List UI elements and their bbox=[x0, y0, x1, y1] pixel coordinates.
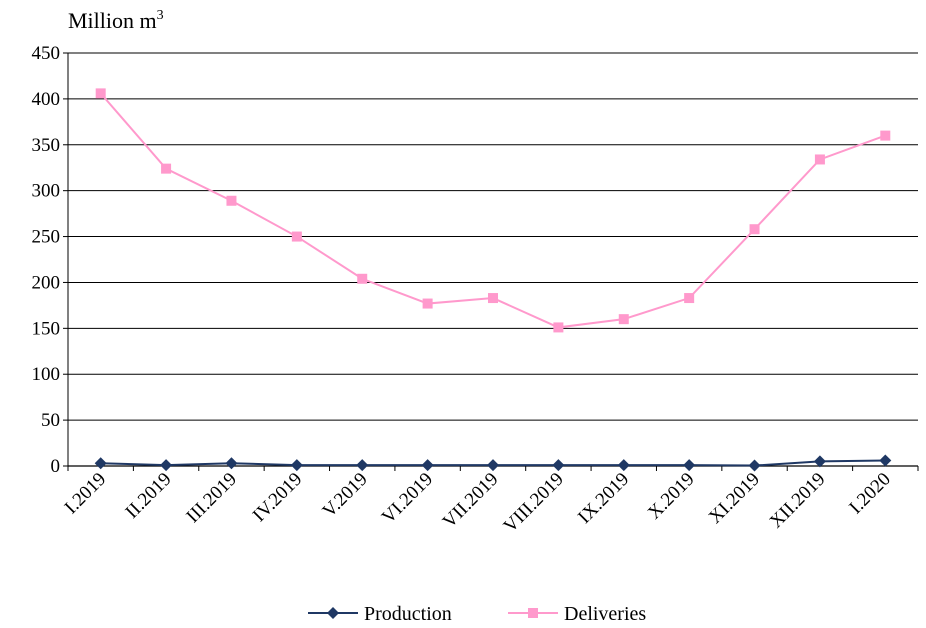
x-tick-label: III.2019 bbox=[182, 469, 241, 528]
data-point bbox=[356, 459, 369, 472]
x-tick-label: V.2019 bbox=[319, 469, 372, 522]
data-point bbox=[552, 459, 565, 472]
y-tick-label: 0 bbox=[51, 456, 61, 477]
data-point bbox=[553, 322, 564, 333]
legend-item-deliveries: Deliveries bbox=[508, 603, 646, 625]
y-tick-label: 250 bbox=[32, 227, 61, 248]
y-tick-label: 150 bbox=[32, 318, 61, 339]
data-point bbox=[880, 130, 891, 141]
data-point bbox=[94, 457, 107, 470]
x-tick-label: X.2019 bbox=[644, 469, 699, 524]
series-layer bbox=[94, 88, 892, 472]
y-axis-ticks: 0 50 100 150 200 250 300 350 400 450 bbox=[32, 43, 68, 477]
data-point bbox=[814, 154, 825, 165]
y-tick-label: 200 bbox=[32, 272, 61, 293]
x-tick-label: I.2020 bbox=[845, 469, 895, 519]
x-tick-label: VII.2019 bbox=[439, 469, 503, 533]
legend-label: Production bbox=[364, 603, 452, 625]
data-point bbox=[749, 224, 760, 235]
legend-label: Deliveries bbox=[564, 603, 646, 625]
legend: Production Deliveries bbox=[308, 603, 646, 625]
data-point bbox=[617, 459, 630, 472]
y-tick-label: 400 bbox=[32, 89, 61, 110]
x-tick-label: IX.2019 bbox=[574, 469, 633, 528]
data-point bbox=[618, 314, 629, 325]
data-point bbox=[813, 455, 826, 468]
data-point bbox=[225, 457, 238, 470]
data-point bbox=[161, 163, 172, 174]
gridlines bbox=[67, 52, 918, 467]
data-point bbox=[422, 298, 433, 309]
data-point bbox=[684, 293, 695, 304]
y-tick-label: 350 bbox=[32, 135, 61, 156]
y-tick-label: 450 bbox=[32, 43, 61, 64]
series-production bbox=[94, 454, 892, 472]
x-tick-label: I.2019 bbox=[61, 469, 111, 519]
data-point bbox=[683, 459, 696, 472]
y-tick-label: 300 bbox=[32, 181, 61, 202]
data-point bbox=[487, 459, 499, 472]
data-point bbox=[421, 459, 434, 472]
x-tick-label: IV.2019 bbox=[249, 469, 307, 527]
data-point bbox=[226, 195, 237, 206]
legend-marker bbox=[528, 608, 538, 618]
data-point bbox=[160, 459, 173, 472]
data-point bbox=[748, 459, 761, 472]
x-tick-label: VIII.2019 bbox=[500, 469, 568, 537]
x-tick-label: XI.2019 bbox=[705, 469, 764, 528]
x-tick-label: VI.2019 bbox=[378, 469, 437, 528]
data-point bbox=[357, 273, 368, 284]
legend-item-production: Production bbox=[308, 603, 452, 625]
x-axis-ticks: I.2019 II.2019 III.2019 IV.2019 V.2019 VI.201… bbox=[61, 466, 919, 537]
y-unit-label: Million m3 bbox=[68, 8, 164, 33]
y-tick-label: 100 bbox=[32, 364, 61, 385]
data-point bbox=[95, 88, 106, 99]
y-tick-label: 50 bbox=[41, 410, 60, 431]
data-point bbox=[291, 231, 302, 242]
data-point bbox=[879, 454, 892, 467]
legend-marker bbox=[327, 607, 339, 619]
x-tick-label: II.2019 bbox=[122, 469, 176, 523]
deliveries-line bbox=[99, 92, 886, 329]
series-deliveries bbox=[95, 88, 891, 333]
x-tick-label: XII.2019 bbox=[766, 469, 830, 533]
data-point bbox=[290, 459, 303, 472]
data-point bbox=[488, 293, 498, 304]
